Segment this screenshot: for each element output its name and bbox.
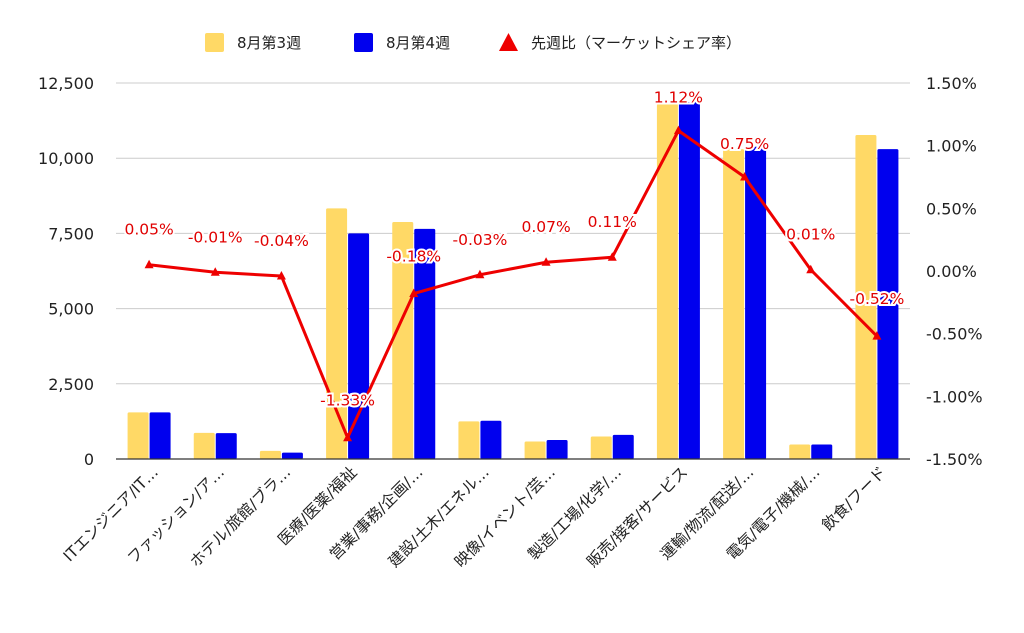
share-data-label: -0.52% xyxy=(849,290,904,308)
bar-week4 xyxy=(877,149,899,459)
legend: 8月第3週 8月第4週 先週比（マーケットシェア率） xyxy=(205,33,741,52)
bar-week3 xyxy=(789,444,811,459)
share-point-marker xyxy=(673,125,683,135)
y-right-tick-label: -1.50% xyxy=(926,450,983,469)
share-point-marker xyxy=(343,432,353,442)
legend-label: 先週比（マーケットシェア率） xyxy=(531,34,741,52)
share-line-path xyxy=(148,129,878,440)
share-point-marker xyxy=(541,257,551,266)
bar-week3 xyxy=(524,441,546,459)
share-point-marker xyxy=(806,264,816,274)
bars xyxy=(127,101,899,460)
bar-week4 xyxy=(678,101,700,459)
y-left-tick-label: 12,500 xyxy=(38,74,94,93)
bar-week4 xyxy=(414,228,436,459)
bar-week4 xyxy=(480,420,502,459)
bar-week4 xyxy=(281,452,303,459)
y-right-tick-label: 0.00% xyxy=(926,262,977,281)
bar-week3 xyxy=(590,436,612,459)
share-data-label: 1.12% xyxy=(654,89,703,107)
share-data-label: -0.01% xyxy=(188,228,243,246)
share-data-label: -0.03% xyxy=(452,231,507,249)
share-point-marker xyxy=(872,331,882,340)
gridlines xyxy=(116,82,910,385)
share-data-label: 0.75% xyxy=(720,135,769,153)
share-point-marker xyxy=(740,172,750,181)
y-left-tick-label: 0 xyxy=(84,450,94,469)
legend-swatch xyxy=(205,33,224,52)
y-left-tick-label: 2,500 xyxy=(48,375,94,394)
legend-swatch xyxy=(354,33,373,52)
share-data-label: 0.11% xyxy=(588,213,637,231)
x-tick-label: 飲食/フード xyxy=(819,463,890,534)
y-left-tick-label: 5,000 xyxy=(48,300,94,319)
share-point-marker xyxy=(607,252,617,261)
legend-swatch-triangle xyxy=(499,33,518,51)
data-labels: 0.05% -0.01% -0.04% -1.33% -0.18% -0.03% 0.07%… xyxy=(122,87,906,412)
share-point-marker xyxy=(475,269,485,279)
bar-week3 xyxy=(458,421,480,459)
share-point-marker xyxy=(144,259,154,269)
bar-week3 xyxy=(259,450,281,459)
bar-week3 xyxy=(723,149,745,459)
bar-week4 xyxy=(745,146,767,459)
bar-week3 xyxy=(127,412,149,459)
share-point-marker xyxy=(276,271,286,280)
bar-week3 xyxy=(656,104,678,459)
share-point-marker xyxy=(210,267,220,276)
y-right-tick-label: 1.00% xyxy=(926,137,977,156)
bar-week3 xyxy=(193,432,215,459)
legend-label: 8月第3週 xyxy=(237,34,301,52)
bar-week4 xyxy=(546,440,568,459)
y-right-tick-label: -0.50% xyxy=(926,325,983,344)
share-data-label: 0.05% xyxy=(124,221,173,239)
legend-label: 8月第4週 xyxy=(386,34,450,52)
axes: 0 2,500 5,000 7,500 10,000 12,500 -1.50% -1.00%… xyxy=(38,74,983,571)
y-right-tick-label: 1.50% xyxy=(926,74,977,93)
y-left-tick-label: 7,500 xyxy=(48,224,94,243)
share-data-label: -1.33% xyxy=(320,392,375,410)
share-data-label: -0.04% xyxy=(254,232,309,250)
bar-week4 xyxy=(149,412,171,459)
bar-week4 xyxy=(612,434,634,459)
bar-week4 xyxy=(215,433,237,459)
share-point-marker xyxy=(409,288,419,298)
share-data-label: 0.07% xyxy=(521,218,570,236)
share-data-label: 0.01% xyxy=(786,226,835,244)
bar-week3 xyxy=(392,221,414,459)
share-data-label: -0.18% xyxy=(386,248,441,266)
share-line xyxy=(144,125,882,442)
bar-week4 xyxy=(348,233,370,459)
bar-week4 xyxy=(811,444,833,459)
y-left-tick-label: 10,000 xyxy=(38,149,94,168)
bar-week3 xyxy=(326,208,348,459)
bar-week3 xyxy=(855,135,877,460)
y-right-tick-label: -1.00% xyxy=(926,387,983,406)
y-right-tick-label: 0.50% xyxy=(926,199,977,218)
